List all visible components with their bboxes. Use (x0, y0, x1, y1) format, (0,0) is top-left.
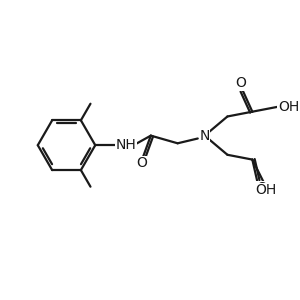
Text: OH: OH (278, 100, 299, 114)
Text: O: O (236, 76, 246, 90)
Text: N: N (199, 129, 210, 142)
Text: OH: OH (255, 183, 276, 197)
Text: O: O (256, 181, 267, 195)
Text: NH: NH (116, 138, 136, 152)
Text: O: O (136, 156, 147, 170)
